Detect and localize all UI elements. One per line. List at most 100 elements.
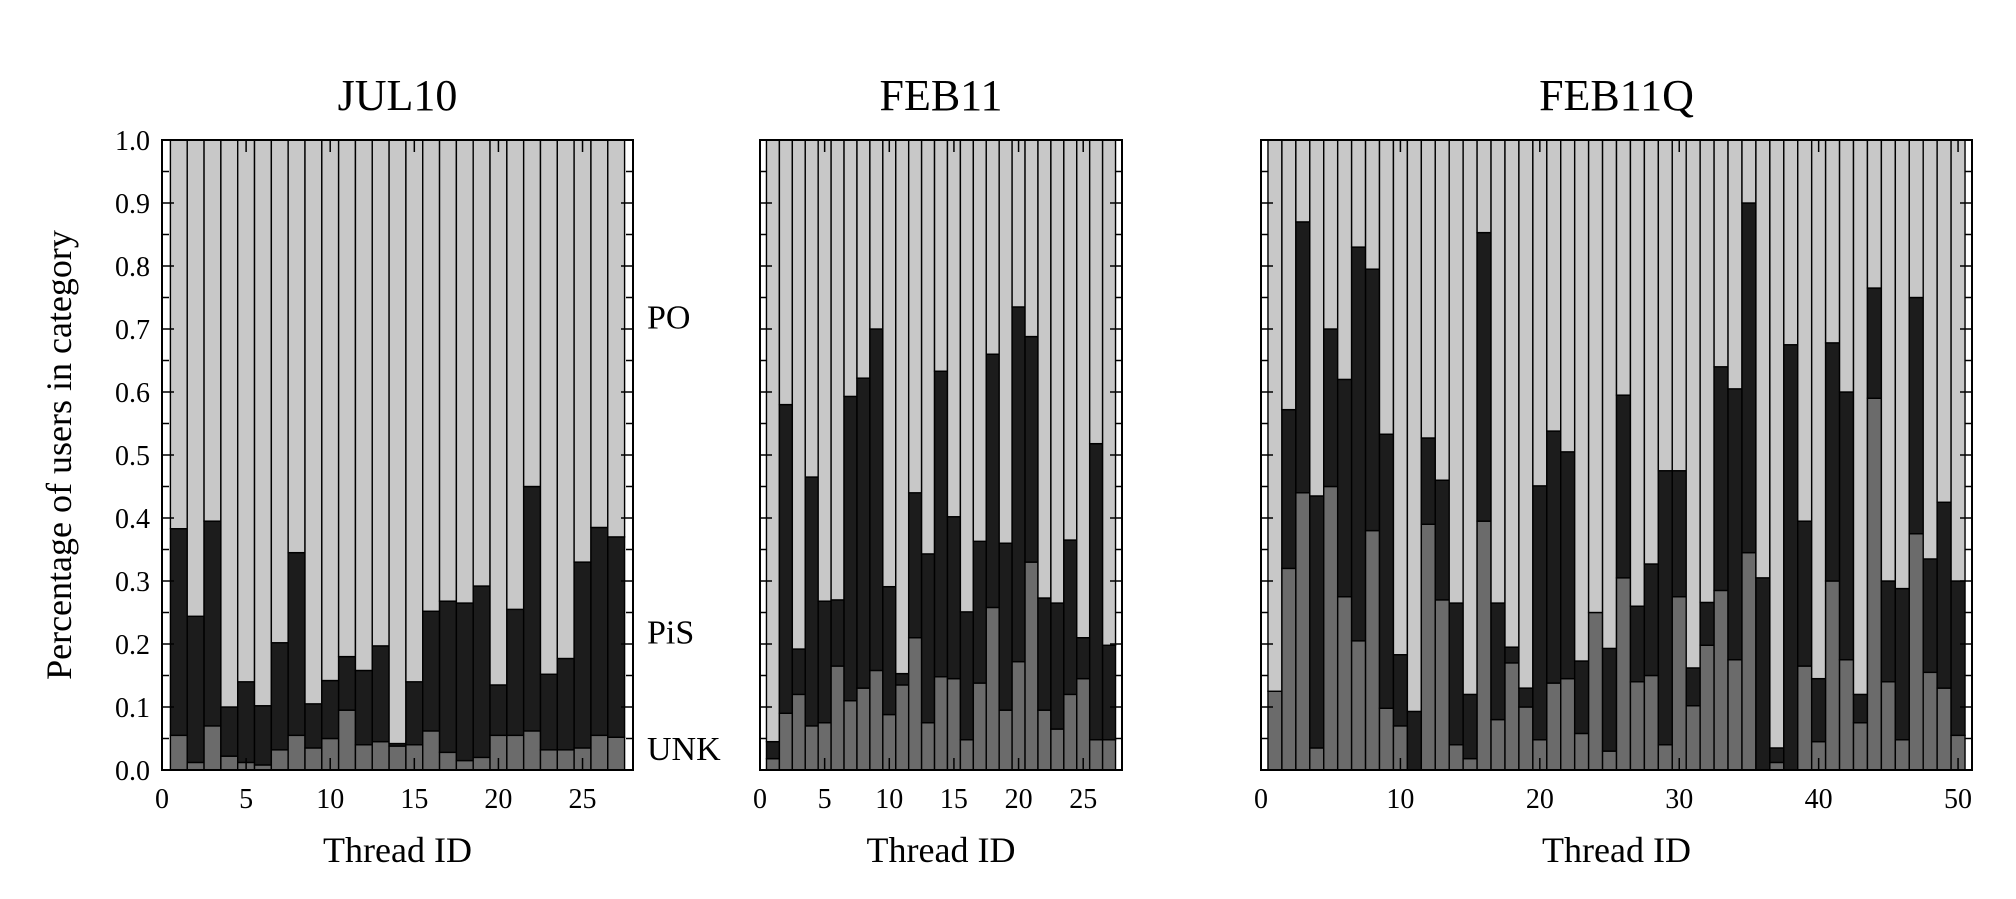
- bar-pis-thread-40: [1810, 677, 1827, 743]
- bar-unk-thread-29: [1657, 744, 1673, 771]
- bar-po-thread-37: [1769, 139, 1785, 749]
- y-tick-label: 0.6: [115, 378, 150, 409]
- x-tick-label: 50: [1944, 784, 1972, 815]
- bar-unk-thread-7: [1350, 640, 1367, 771]
- bar-unk-thread-6: [830, 665, 845, 771]
- bar-po-thread-22: [1560, 139, 1576, 453]
- x-tick-label: 20: [1526, 784, 1554, 815]
- bar-unk-thread-4: [220, 755, 239, 771]
- bar-unk-thread-22: [1037, 709, 1052, 771]
- bar-unk-thread-19: [472, 756, 491, 771]
- bar-pis-thread-16: [1476, 231, 1492, 522]
- panel-jul10: JUL10 0 5 10 15 20 25 0.0 0.1 0.2 0.3 0.4 0.5 0.6 0.7 0…: [115, 71, 634, 870]
- bar-pis-thread-4: [804, 476, 819, 727]
- bar-unk-thread-25: [1076, 677, 1091, 771]
- bar-unk-thread-18: [1504, 662, 1520, 771]
- bar-unk-thread-19: [998, 709, 1013, 771]
- bar-unk-thread-6: [1336, 596, 1353, 771]
- bar-po-thread-17: [438, 139, 458, 602]
- bar-po-thread-18: [1504, 139, 1520, 648]
- x-axis-label: Thread ID: [1542, 830, 1691, 870]
- bar-po-thread-47: [1908, 139, 1924, 299]
- bar-pis-thread-6: [1336, 378, 1353, 598]
- bar-pis-thread-48: [1922, 558, 1938, 674]
- bar-unk-thread-23: [1573, 732, 1590, 771]
- bar-unk-thread-7: [270, 749, 289, 771]
- bar-po-thread-44: [1866, 139, 1883, 289]
- bar-po-thread-34: [1727, 139, 1743, 390]
- bar-unk-thread-16: [1476, 520, 1492, 771]
- x-tick-label: 40: [1805, 784, 1833, 815]
- bar-po-thread-17: [1490, 139, 1506, 604]
- bar-po-thread-20: [489, 139, 508, 686]
- category-label-po: PO: [647, 299, 690, 336]
- bar-unk-thread-1: [169, 734, 188, 771]
- bar-pis-thread-25: [1601, 647, 1618, 752]
- bar-pis-thread-19: [472, 585, 491, 759]
- panel-feb11q: FEB11Q 0 10 20 30 40 50 Thread ID: [1254, 71, 1973, 870]
- x-tick-label: 20: [1005, 784, 1033, 815]
- bar-po-thread-13: [371, 139, 390, 647]
- bar-pis-thread-30: [1671, 470, 1687, 598]
- bar-pis-thread-8: [1364, 268, 1381, 532]
- bar-po-thread-26: [1088, 139, 1104, 445]
- bar-pis-thread-1: [765, 740, 781, 760]
- bar-unk-thread-20: [1011, 660, 1026, 771]
- bar-unk-thread-2: [778, 712, 794, 771]
- bar-po-thread-14: [933, 139, 949, 372]
- bar-pis-thread-47: [1908, 296, 1924, 535]
- bar-po-thread-9: [304, 139, 323, 705]
- bar-pis-thread-2: [186, 615, 205, 764]
- bar-unk-thread-13: [1434, 599, 1450, 771]
- bar-po-thread-25: [1601, 139, 1618, 650]
- bar-pis-thread-26: [1088, 442, 1104, 741]
- bar-pis-thread-34: [1727, 388, 1743, 661]
- bar-pis-thread-10: [321, 679, 340, 740]
- bar-po-thread-9: [1378, 139, 1395, 435]
- bar-po-thread-45: [1880, 139, 1897, 582]
- bar-pis-thread-18: [985, 353, 1000, 609]
- bar-po-thread-18: [455, 139, 474, 604]
- x-tick-label: 5: [818, 784, 832, 815]
- bar-po-thread-49: [1936, 139, 1952, 503]
- bar-pis-thread-23: [1050, 602, 1065, 730]
- x-tick-label: 15: [400, 784, 428, 815]
- bar-pis-thread-7: [270, 642, 289, 751]
- bar-pis-thread-1: [169, 528, 188, 737]
- bar-unk-thread-13: [920, 722, 936, 771]
- bar-unk-thread-26: [1088, 739, 1104, 771]
- bar-pis-thread-17: [972, 540, 987, 684]
- bar-unk-thread-17: [1490, 718, 1506, 771]
- bar-po-thread-3: [1295, 139, 1311, 223]
- bar-pis-thread-14: [933, 370, 949, 678]
- bar-pis-thread-36: [1755, 577, 1771, 771]
- bar-po-thread-41: [1824, 139, 1841, 344]
- bar-pis-thread-20: [489, 684, 508, 737]
- bar-unk-thread-1: [765, 757, 781, 771]
- bar-pis-thread-45: [1880, 580, 1897, 683]
- bar-po-thread-42: [1838, 139, 1855, 393]
- x-tick-label: 10: [875, 784, 903, 815]
- bar-unk-thread-24: [1587, 611, 1604, 771]
- bar-po-thread-13: [920, 139, 936, 555]
- bar-unk-thread-33: [1713, 589, 1729, 771]
- x-tick-label: 25: [569, 784, 597, 815]
- bar-pis-thread-15: [1462, 693, 1478, 760]
- bar-po-thread-17: [972, 139, 987, 543]
- bar-po-thread-3: [203, 139, 222, 522]
- bar-pis-thread-8: [856, 377, 871, 689]
- bar-pis-thread-5: [236, 681, 256, 764]
- bar-unk-thread-12: [907, 637, 923, 771]
- bar-pis-thread-22: [1560, 451, 1576, 680]
- bar-po-thread-39: [1797, 139, 1813, 522]
- bar-unk-thread-41: [1824, 580, 1841, 771]
- bar-pis-thread-20: [1532, 485, 1548, 741]
- bar-po-thread-21: [506, 139, 525, 611]
- bar-po-thread-7: [1350, 139, 1367, 248]
- bar-pis-thread-12: [354, 669, 373, 746]
- x-tick-label: 0: [155, 784, 169, 815]
- bar-pis-thread-9: [1378, 433, 1395, 709]
- bar-pis-thread-16: [959, 611, 975, 741]
- bar-unk-thread-8: [856, 687, 871, 771]
- bar-pis-thread-4: [220, 706, 239, 757]
